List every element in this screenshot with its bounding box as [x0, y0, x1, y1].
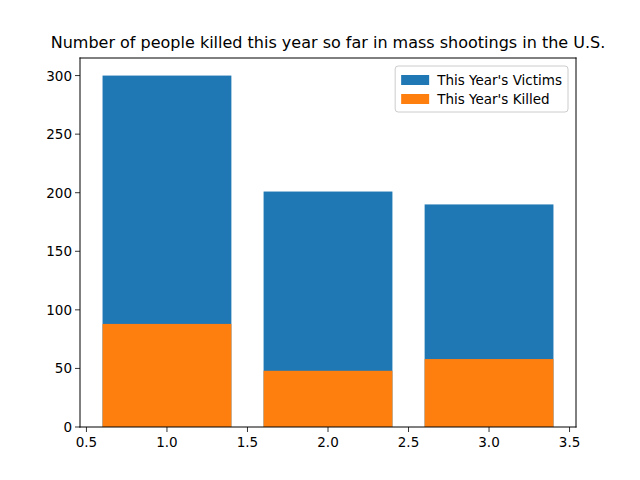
legend-swatch: [401, 94, 429, 104]
y-tick-label: 250: [46, 126, 72, 142]
x-tick: [489, 427, 490, 432]
x-tick-label: 3.0: [478, 434, 499, 450]
x-tick-label: 2.0: [317, 434, 338, 450]
y-tick: [75, 427, 80, 428]
legend-label: This Year's Victims: [436, 72, 562, 88]
y-tick-label: 200: [46, 185, 72, 201]
x-tick-label: 1.0: [156, 434, 177, 450]
x-tick: [569, 427, 570, 432]
bar: [425, 204, 554, 427]
y-tick: [75, 134, 80, 135]
x-tick-label: 1.5: [237, 434, 258, 450]
chart-title: Number of people killed this year so far…: [51, 33, 606, 52]
legend-swatch: [401, 75, 429, 85]
x-tick: [408, 427, 409, 432]
axis-spine: [80, 58, 81, 427]
y-tick-label: 100: [46, 302, 72, 318]
axis-spine: [80, 58, 576, 59]
bar: [425, 359, 554, 427]
axis-spine: [576, 58, 577, 427]
bars: [103, 76, 554, 427]
legend: This Year's Victims This Year's Killed: [395, 66, 568, 112]
y-tick-label: 150: [46, 243, 72, 259]
x-tick: [166, 427, 167, 432]
chart-svg: 0.5 1.0 1.5 2.0 2.5 3.0 3.5 0 50 100 150 200 250 300 N…: [0, 0, 640, 480]
legend-frame: [395, 66, 568, 112]
y-tick: [75, 192, 80, 193]
y-tick-label: 0: [63, 419, 72, 435]
x-tick: [86, 427, 87, 432]
x-tick-label: 3.5: [559, 434, 580, 450]
chart-container: 0.5 1.0 1.5 2.0 2.5 3.0 3.5 0 50 100 150 200 250 300 N…: [0, 0, 640, 480]
y-tick-label: 300: [46, 68, 72, 84]
x-tick-label: 2.5: [398, 434, 419, 450]
axes: 0.5 1.0 1.5 2.0 2.5 3.0 3.5 0 50 100 150 200 250 300: [46, 58, 580, 450]
bar: [264, 192, 393, 427]
background: [0, 0, 640, 480]
bar: [103, 76, 232, 427]
y-tick: [75, 251, 80, 252]
x-tick-label: 0.5: [76, 434, 97, 450]
y-tick-label: 50: [55, 360, 72, 376]
legend-label: This Year's Killed: [436, 91, 549, 107]
y-tick: [75, 309, 80, 310]
bar: [103, 324, 232, 427]
x-tick: [328, 427, 329, 432]
x-tick: [247, 427, 248, 432]
y-tick: [75, 75, 80, 76]
bar: [264, 371, 393, 427]
y-tick: [75, 368, 80, 369]
